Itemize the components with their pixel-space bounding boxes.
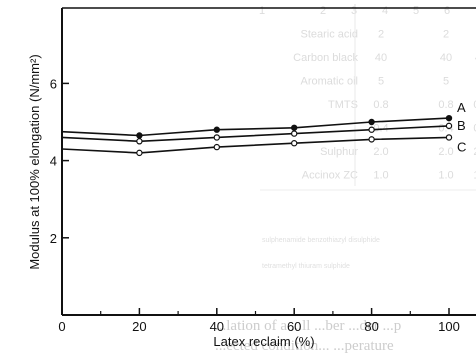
bg-row-label: Aromatic oil bbox=[301, 76, 358, 88]
bg-cell: 0.8 bbox=[373, 99, 388, 111]
data-point-B bbox=[213, 134, 220, 141]
bg-header-cell: 4 bbox=[382, 5, 388, 17]
bg-footnote: tetramethyl thiuram sulphide bbox=[262, 263, 350, 270]
x-tick-label: 60 bbox=[287, 319, 301, 334]
bg-cell: 40 bbox=[375, 52, 387, 64]
bg-header-cell: 6 bbox=[444, 5, 450, 17]
bg-header-cell: 5 bbox=[413, 5, 419, 17]
bg-cell: 40 bbox=[475, 52, 476, 64]
data-point-B bbox=[136, 138, 143, 145]
series-line-A bbox=[61, 117, 450, 137]
bg-cell: 1.0 bbox=[473, 170, 476, 182]
bg-cell: 5 bbox=[443, 76, 449, 88]
x-axis-label: Latex reclaim (%) bbox=[213, 334, 314, 349]
y-axis-label: Modulus at 100% elongation (N/mm²) bbox=[27, 54, 42, 269]
data-point-A bbox=[445, 114, 453, 122]
x-tick-label: 0 bbox=[58, 319, 65, 334]
x-tick-label: 100 bbox=[438, 319, 460, 334]
bg-cell: 2.0 bbox=[373, 146, 388, 158]
bg-cell: 5 bbox=[378, 76, 384, 88]
data-point-A bbox=[368, 118, 375, 126]
data-point-C bbox=[291, 140, 298, 147]
bg-header-cell: 3 bbox=[351, 5, 357, 17]
y-tick-label: 4 bbox=[50, 154, 57, 169]
data-point-A bbox=[136, 132, 143, 139]
data-point-C bbox=[368, 136, 375, 143]
x-tick-label: 80 bbox=[364, 319, 378, 334]
x-tick-label: 40 bbox=[210, 319, 224, 334]
bg-row-label: Stearic acid bbox=[301, 29, 358, 41]
bg-caption-line: ...ected condition... ...perature bbox=[215, 338, 394, 354]
y-tick-label: 6 bbox=[50, 76, 57, 91]
data-point-B bbox=[368, 126, 375, 133]
data-point-A bbox=[213, 126, 220, 133]
data-point-C bbox=[445, 134, 453, 141]
data-point-B bbox=[445, 122, 453, 130]
series-C: C bbox=[61, 134, 466, 157]
series-label-C: C bbox=[457, 139, 466, 154]
x-ticks: 0 20 40 60 80 100 bbox=[58, 308, 460, 334]
plot-area bbox=[62, 8, 476, 315]
bg-row-label: Accinox ZC bbox=[302, 170, 358, 182]
bg-cell: 2.0 bbox=[473, 146, 476, 158]
bg-row-label: Sulphur bbox=[320, 146, 358, 158]
bg-cell: 0.8 bbox=[473, 99, 476, 111]
series-layer: ABC bbox=[61, 100, 466, 157]
data-point-A bbox=[291, 124, 298, 131]
bg-cell: 2.0 bbox=[438, 146, 453, 158]
bg-cell: 2 bbox=[443, 29, 449, 41]
bg-header-cell: 1 bbox=[259, 5, 265, 17]
bg-cell: 1.0 bbox=[438, 170, 453, 182]
bg-row-label: Carbon black bbox=[293, 52, 358, 64]
data-point-C bbox=[213, 143, 220, 151]
bg-cell: 0.4 bbox=[473, 123, 476, 135]
y-tick-label: 2 bbox=[50, 231, 57, 246]
bg-cell: 0.8 bbox=[438, 99, 453, 111]
series-A: A bbox=[61, 100, 466, 139]
axes bbox=[61, 7, 476, 316]
bg-cell: 40 bbox=[440, 52, 452, 64]
bg-caption-line: ...lation of a ...ll ...ber ...der ...p bbox=[215, 318, 401, 334]
series-label-A: A bbox=[457, 100, 466, 115]
bg-cell: 1.0 bbox=[373, 170, 388, 182]
y-ticks: 2 4 6 bbox=[50, 76, 69, 246]
series-label-B: B bbox=[457, 118, 466, 133]
bg-header-cell: 2 bbox=[320, 5, 326, 17]
data-point-B bbox=[291, 130, 298, 137]
bg-footnote: sulphenamide benzothiazyl disulphide bbox=[262, 237, 380, 244]
series-line-C bbox=[61, 136, 450, 154]
x-tick-label: 20 bbox=[132, 319, 146, 334]
bg-cell: 2 bbox=[378, 29, 384, 41]
series-line-B bbox=[61, 125, 450, 143]
bg-row-label: TMTS bbox=[328, 99, 358, 111]
series-B: B bbox=[61, 118, 466, 145]
data-point-C bbox=[136, 149, 143, 157]
